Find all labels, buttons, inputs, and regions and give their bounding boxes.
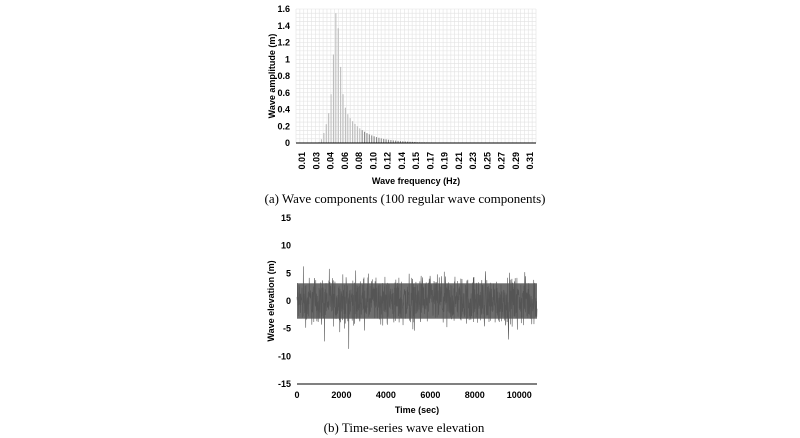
y-tick-label: 0.2 (277, 121, 290, 131)
series-line (296, 266, 538, 349)
y-tick-label: 10 (281, 241, 291, 251)
y-tick-label: 1.2 (277, 38, 290, 48)
x-tick-label: 0.29 (511, 152, 521, 170)
y-tick-label: -10 (278, 351, 291, 361)
y-tick-label: 1.4 (277, 21, 290, 31)
y-tick-label: 0 (286, 296, 291, 306)
y-tick-label: 5 (286, 268, 291, 278)
time-series-chart: -15 -10 -5 0 5 10 15 0 2000 4000 6000 8000 10000 Ti… (266, 213, 538, 435)
x-tick-label: 0.23 (468, 152, 478, 170)
series-wave-elevation (296, 266, 538, 349)
x-tick-label: 0.25 (482, 152, 492, 170)
grid-a (295, 8, 537, 144)
x-ticks-a: 0.01 0.03 0.04 0.06 0.08 0.10 0.12 0.14 0.15 0.17… (297, 152, 535, 170)
x-tick-label: 0.14 (397, 152, 407, 170)
x-tick-label: 0.19 (440, 152, 450, 170)
x-tick-label: 4000 (376, 390, 396, 400)
x-ticks-b: 0 2000 4000 6000 8000 10000 (294, 390, 531, 400)
x-tick-label: 8000 (465, 390, 485, 400)
caption-a: (a) Wave components (100 regular wave co… (264, 191, 545, 206)
x-tick-label: 2000 (331, 390, 351, 400)
x-tick-label: 0.10 (368, 152, 378, 170)
x-tick-label: 0.08 (354, 152, 364, 170)
y-tick-label: 0 (285, 138, 290, 148)
x-tick-label: 6000 (420, 390, 440, 400)
x-axis-label-b: Time (sec) (395, 405, 439, 415)
y-tick-label: 15 (281, 213, 291, 223)
y-tick-label: 0.8 (277, 71, 290, 81)
x-tick-label: 0.03 (311, 152, 321, 170)
x-tick-label: 0.06 (340, 152, 350, 170)
y-ticks-a: 0 0.2 0.4 0.6 0.8 1 1.2 1.4 1.6 (277, 4, 290, 148)
x-tick-label: 0.01 (297, 152, 307, 170)
x-axis-label-a: Wave frequency (Hz) (372, 176, 460, 186)
x-tick-label: 0.17 (425, 152, 435, 170)
wave-components-chart: 0 0.2 0.4 0.6 0.8 1 1.2 1.4 1.6 0.01 0.03 0.04 0.06… (264, 4, 545, 206)
x-tick-label: 0.04 (326, 152, 336, 170)
y-tick-label: 0.4 (277, 105, 290, 115)
x-tick-label: 10000 (507, 390, 532, 400)
x-tick-label: 0.31 (525, 152, 535, 170)
y-axis-label-b: Wave elevation (m) (266, 260, 276, 341)
x-tick-label: 0 (294, 390, 299, 400)
y-tick-label: -15 (278, 379, 291, 389)
caption-b: (b) Time-series wave elevation (324, 420, 485, 435)
y-ticks-b: -15 -10 -5 0 5 10 15 (278, 213, 291, 389)
x-tick-label: 0.15 (411, 152, 421, 170)
y-axis-label-a: Wave amplitude (m) (267, 34, 277, 119)
x-tick-label: 0.12 (383, 152, 393, 170)
y-tick-label: 0.6 (277, 88, 290, 98)
y-tick-label: 1 (285, 54, 290, 64)
y-tick-label: -5 (283, 324, 291, 334)
x-tick-label: 0.27 (497, 152, 507, 170)
x-tick-label: 0.21 (454, 152, 464, 170)
y-tick-label: 1.6 (277, 4, 290, 14)
